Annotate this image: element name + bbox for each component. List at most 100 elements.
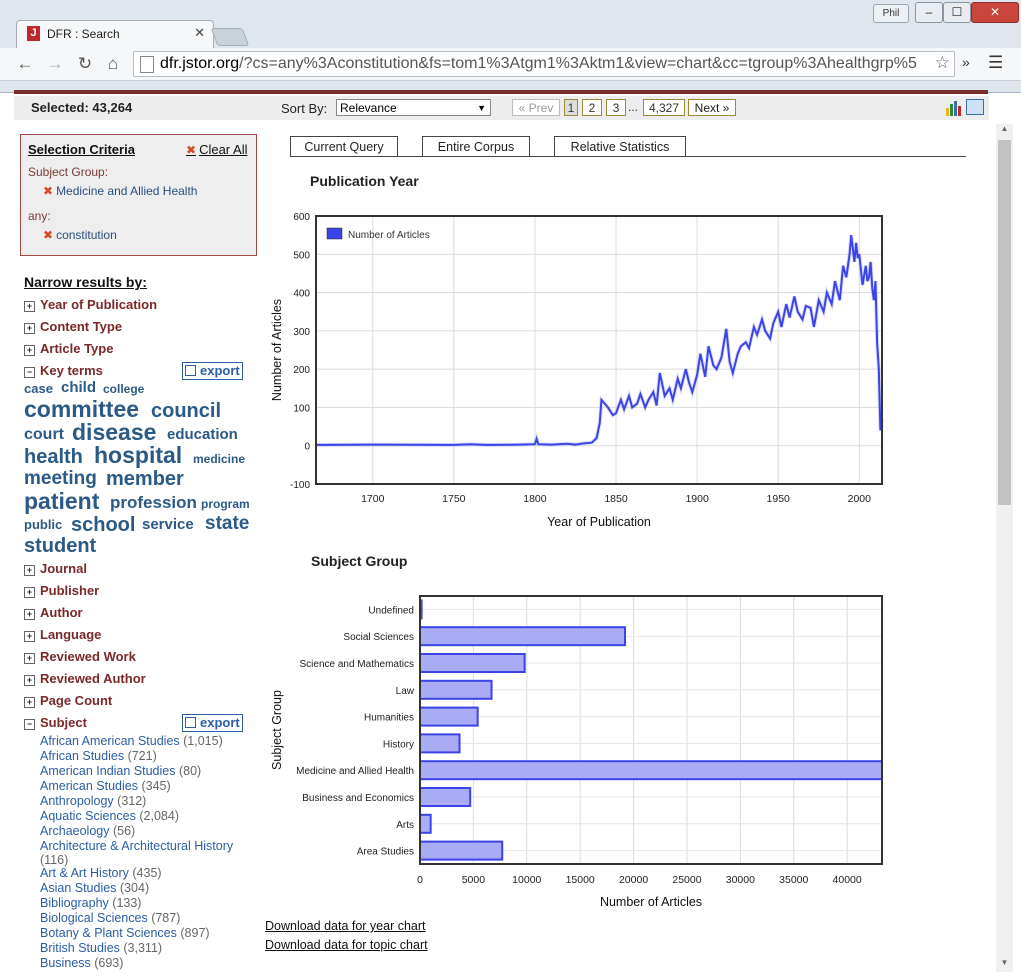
keyword-link[interactable]: service <box>142 516 194 533</box>
publication-year-chart: -100 0 100 200 300 400 500 600 1700 1750 1800 1850 1… <box>270 212 884 529</box>
profile-button[interactable]: Phil <box>873 4 909 23</box>
subject-link[interactable]: Anthropology (312) <box>40 794 147 808</box>
keyword-link[interactable]: medicine <box>193 452 246 466</box>
download-year-data-link[interactable]: Download data for year chart <box>265 919 426 933</box>
subject-link[interactable]: Aquatic Sciences (2,084) <box>40 809 179 823</box>
criteria-label-any: any: <box>28 209 51 223</box>
subject-link[interactable]: American Studies (345) <box>40 779 171 793</box>
keyword-link[interactable]: member <box>106 468 184 490</box>
remove-icon[interactable]: ✖ <box>43 184 54 198</box>
keyword-link[interactable]: student <box>24 535 97 557</box>
keyword-link[interactable]: disease <box>72 419 157 445</box>
series-line-shadow <box>315 234 884 447</box>
facet-article-type[interactable]: + Article Type <box>24 341 113 356</box>
facet-subject[interactable]: − Subject <box>24 715 87 730</box>
extensions-overflow-button[interactable]: » <box>962 54 970 70</box>
keyword-link[interactable]: hospital <box>94 442 183 468</box>
y-tick-label: 0 <box>304 442 310 453</box>
star-icon[interactable]: ☆ <box>934 53 950 72</box>
subject-link[interactable]: Architecture & Architectural History (11… <box>40 839 234 867</box>
page-3-button[interactable]: 3 <box>606 99 626 116</box>
export-key-terms-button[interactable]: export <box>182 362 243 380</box>
url-text[interactable]: dfr.jstor.org/?cs=any%3Aconstitution&fs=… <box>160 55 917 72</box>
facet-reviewed-work[interactable]: + Reviewed Work <box>24 649 136 664</box>
clear-all-link[interactable]: ✖ Clear All <box>186 142 248 157</box>
page-1-button[interactable]: 1 <box>564 99 578 116</box>
scroll-down-icon[interactable]: ▼ <box>1000 958 1009 967</box>
keyword-link[interactable]: profession <box>110 493 197 512</box>
subject-link[interactable]: Art & Art History (435) <box>40 866 162 880</box>
keyword-link[interactable]: child <box>61 379 97 396</box>
page-2-button[interactable]: 2 <box>582 99 602 116</box>
facet-author[interactable]: + Author <box>24 605 83 620</box>
scroll-thumb[interactable] <box>998 140 1011 505</box>
keyword-link[interactable]: public <box>24 517 63 532</box>
address-bar[interactable]: dfr.jstor.org/?cs=any%3Aconstitution&fs=… <box>133 51 955 77</box>
keyword-link[interactable]: health <box>24 446 83 468</box>
keyword-link[interactable]: state <box>205 513 250 534</box>
facet-page-count[interactable]: + Page Count <box>24 693 112 708</box>
arrow-right-icon[interactable]: → <box>46 54 64 73</box>
subject-link[interactable]: African Studies (721) <box>40 749 157 763</box>
subject-link[interactable]: Bibliography (133) <box>40 896 142 910</box>
page-scrollbar[interactable]: ▲ ▼ <box>996 124 1013 972</box>
selection-criteria-title: Selection Criteria <box>28 142 135 157</box>
tab-close-icon[interactable]: ✕ <box>194 25 205 40</box>
hamburger-icon[interactable]: ☰ <box>988 53 1004 72</box>
download-topic-data-link[interactable]: Download data for topic chart <box>265 938 428 952</box>
subject-link[interactable]: Business (693) <box>40 956 124 970</box>
scroll-up-icon[interactable]: ▲ <box>1000 124 1009 133</box>
sort-select[interactable]: Relevance ▼ <box>336 99 491 116</box>
x-tick-label: 1800 <box>523 493 547 505</box>
facet-publisher[interactable]: + Publisher <box>24 583 99 598</box>
keyword-link[interactable]: school <box>71 514 136 536</box>
close-window-button[interactable]: ✕ <box>971 2 1019 23</box>
keyword-link[interactable]: case <box>24 381 53 396</box>
subject-link[interactable]: Botany & Plant Sciences (897) <box>40 926 210 940</box>
keyword-link[interactable]: council <box>151 400 222 422</box>
subject-link[interactable]: American Indian Studies (80) <box>40 764 202 778</box>
maximize-button[interactable]: ☐ <box>943 2 971 23</box>
export-subject-button[interactable]: export <box>182 714 243 732</box>
facet-year-of-publication[interactable]: + Year of Publication <box>24 297 157 312</box>
subject-link[interactable]: Biological Sciences (787) <box>40 911 181 925</box>
next-page-button[interactable]: Next » <box>688 99 736 116</box>
browser-tab[interactable]: J DFR : Search ✕ <box>16 20 214 49</box>
keyword-link[interactable]: meeting <box>24 468 97 489</box>
keyword-link[interactable]: court <box>24 426 64 443</box>
x-tick-label: 2000 <box>848 493 872 505</box>
prev-page-button[interactable]: « Prev <box>512 99 560 116</box>
chart-view-icon[interactable] <box>945 100 961 116</box>
list-view-icon[interactable] <box>966 99 984 115</box>
last-page-button[interactable]: 4,327 <box>643 99 685 116</box>
year-chart-title: Publication Year <box>310 173 419 189</box>
tab-current-query[interactable]: Current Query <box>290 136 398 157</box>
facet-journal[interactable]: + Journal <box>24 561 87 576</box>
keyword-link[interactable]: college <box>103 382 145 396</box>
criteria-value-subject-group[interactable]: ✖ Medicine and Allied Health <box>43 184 198 198</box>
minimize-button[interactable]: – <box>915 2 943 23</box>
keyword-link[interactable]: patient <box>24 488 100 514</box>
subject-link[interactable]: British Studies (3,311) <box>40 941 163 955</box>
subject-link[interactable]: Asian Studies (304) <box>40 881 150 895</box>
keyword-link[interactable]: education <box>167 426 238 443</box>
facet-reviewed-author[interactable]: + Reviewed Author <box>24 671 146 686</box>
new-tab-button[interactable] <box>210 28 250 46</box>
tab-relative-statistics[interactable]: Relative Statistics <box>554 136 686 157</box>
tab-entire-corpus[interactable]: Entire Corpus <box>422 136 530 157</box>
remove-icon[interactable]: ✖ <box>43 228 54 242</box>
series-line <box>315 234 883 446</box>
criteria-value-any[interactable]: ✖ constitution <box>43 228 117 242</box>
reload-icon[interactable]: ↻ <box>77 54 93 73</box>
subject-link[interactable]: Archaeology (56) <box>40 824 136 838</box>
facet-language[interactable]: + Language <box>24 627 101 642</box>
facet-content-type[interactable]: + Content Type <box>24 319 122 334</box>
arrow-left-icon[interactable]: ← <box>16 54 34 73</box>
keyword-link[interactable]: committee <box>24 396 140 422</box>
subject-link[interactable]: African American Studies (1,015) <box>40 734 223 748</box>
selection-criteria-box: Selection Criteria ✖ Clear All Subject Gr… <box>20 134 257 256</box>
expand-icon: + <box>24 587 35 598</box>
home-icon[interactable]: ⌂ <box>107 54 119 73</box>
facet-key-terms[interactable]: − Key terms <box>24 363 103 378</box>
keyword-link[interactable]: program <box>201 497 250 511</box>
